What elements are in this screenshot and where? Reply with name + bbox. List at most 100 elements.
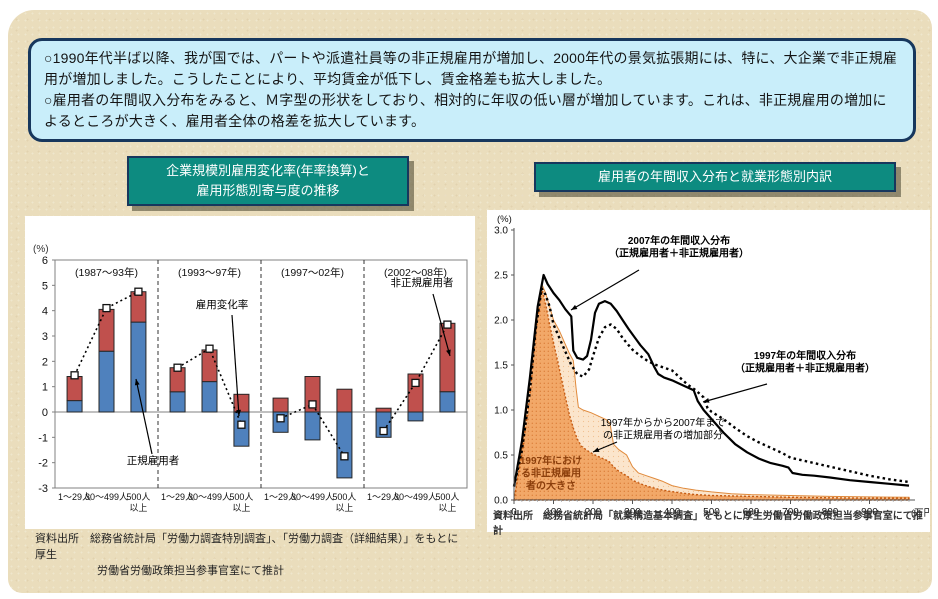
- svg-text:500人: 500人: [229, 492, 253, 502]
- left-chart-title-line1: 企業規模別雇用変化率(年率換算)と: [166, 163, 370, 178]
- svg-text:30～499人: 30～499人: [291, 492, 334, 502]
- svg-text:1997年におけ: 1997年におけ: [520, 454, 582, 467]
- svg-text:2: 2: [42, 356, 48, 368]
- bar-regular: [98, 350, 115, 413]
- svg-text:2.5: 2.5: [494, 271, 508, 282]
- svg-text:の非正規雇用者の増加部分: の非正規雇用者の増加部分: [603, 429, 723, 442]
- bar-regular: [336, 411, 353, 479]
- bar-regular: [439, 391, 456, 413]
- svg-text:2.0: 2.0: [494, 316, 508, 327]
- svg-text:600: 600: [743, 507, 760, 518]
- svg-text:1～29人: 1～29人: [161, 492, 194, 502]
- bar-non-regular: [130, 291, 147, 323]
- intro-paragraph-2: ○雇用者の年間収入分布をみると、Ｍ字型の形状をしており、相対的に年収の低い層が増…: [44, 92, 887, 129]
- right-chart-title: 雇用者の年間収入分布と就業形態別内訳: [534, 162, 896, 193]
- bar-non-regular: [233, 393, 250, 413]
- rate-marker: [102, 303, 111, 313]
- left-chart-title-line2: 雇用形態別寄与度の推移: [196, 183, 340, 199]
- svg-text:(%): (%): [497, 214, 512, 225]
- right-chart-title-text: 雇用者の年間収入分布と就業形態別内訳: [597, 169, 832, 184]
- intro-paragraph-1: ○1990年代半ば以降、我が国では、パートや派遣社員等の非正規雇用が増加し、20…: [44, 50, 898, 87]
- svg-text:100: 100: [545, 507, 562, 518]
- bar-regular: [66, 400, 83, 413]
- svg-text:0.5: 0.5: [494, 451, 508, 462]
- left-chart-svg: 6543210-1-2-3(%)(1987～93年)1～29人30～499人50…: [33, 244, 468, 513]
- svg-text:(1987～93年): (1987～93年): [75, 266, 138, 279]
- line-2007-distribution: [512, 273, 910, 487]
- left-chart-title: 企業規模別雇用変化率(年率換算)と 雇用形態別寄与度の推移: [127, 156, 409, 207]
- left-chart-source-line2: 労働省労働政策担当参事官室にて推計: [97, 564, 284, 577]
- rate-marker: [237, 420, 246, 429]
- rate-marker: [340, 452, 349, 461]
- svg-text:900: 900: [861, 507, 878, 518]
- svg-text:0.0: 0.0: [494, 496, 508, 507]
- svg-text:（正規雇用者＋非正規雇用者）: （正規雇用者＋非正規雇用者）: [609, 247, 749, 260]
- svg-text:1: 1: [42, 382, 48, 394]
- svg-text:300: 300: [624, 507, 641, 518]
- svg-text:1～29人: 1～29人: [367, 492, 400, 502]
- svg-text:400: 400: [664, 507, 681, 518]
- right-chart-svg: 0 100 200 300 400 500 600 700 800 900 (万円) 0.0 0.5 1.…: [494, 214, 936, 519]
- right-chart: 0 100 200 300 400 500 600 700 800 900 (万円) 0.0 0.5 1.…: [487, 210, 936, 527]
- bar-regular: [169, 391, 186, 413]
- svg-text:(1997～02年): (1997～02年): [281, 266, 344, 279]
- svg-text:5: 5: [42, 280, 48, 292]
- svg-text:1～29人: 1～29人: [58, 492, 91, 502]
- svg-text:(万円): (万円): [911, 508, 929, 519]
- svg-text:4: 4: [42, 306, 48, 318]
- svg-text:3.0: 3.0: [494, 226, 508, 237]
- svg-text:1997年の年間収入分布: 1997年の年間収入分布: [754, 349, 856, 362]
- rate-marker: [443, 320, 452, 329]
- rate-marker: [276, 414, 285, 423]
- svg-text:（正規雇用者＋非正規雇用者）: （正規雇用者＋非正規雇用者）: [735, 362, 875, 375]
- rate-marker: [70, 371, 79, 380]
- svg-text:30～499人: 30～499人: [188, 492, 231, 502]
- bar-regular: [201, 381, 218, 413]
- bar-non-regular: [375, 407, 392, 413]
- svg-text:る非正規雇用: る非正規雇用: [521, 467, 581, 480]
- svg-text:雇用変化率: 雇用変化率: [196, 298, 249, 311]
- svg-text:3: 3: [42, 331, 48, 343]
- bar-regular: [130, 321, 147, 413]
- svg-text:1997年からから2007年まで: 1997年からから2007年まで: [601, 416, 726, 429]
- left-chart-source-line1: 資料出所 総務省統計局「労働力調査特別調査」、「労働力調査（詳細結果）」をもとに…: [35, 533, 459, 561]
- bar-non-regular: [272, 397, 289, 413]
- left-chart: 6 5 4 3 2 1 0 -1 -2 -3 (%) (1987～93年) 1～29人 30～499人 50…: [25, 216, 475, 533]
- line-1997-distribution: [512, 287, 910, 487]
- rate-marker: [308, 400, 317, 409]
- svg-text:0: 0: [42, 407, 48, 419]
- svg-text:1.0: 1.0: [494, 406, 508, 417]
- area-non-regular-1997: [513, 288, 910, 501]
- svg-text:非正規雇用者: 非正規雇用者: [391, 276, 454, 289]
- svg-text:以上: 以上: [335, 503, 353, 513]
- rate-marker: [173, 363, 182, 372]
- svg-text:正規雇用者: 正規雇用者: [127, 454, 180, 467]
- svg-text:-2: -2: [38, 458, 48, 470]
- svg-text:(%): (%): [33, 244, 49, 255]
- bar-regular: [407, 411, 424, 422]
- svg-text:-1: -1: [38, 432, 48, 444]
- svg-text:700: 700: [782, 507, 799, 518]
- rate-marker: [379, 426, 388, 436]
- svg-text:以上: 以上: [438, 503, 456, 513]
- svg-text:500人: 500人: [126, 492, 150, 502]
- right-chart-panel: 0 100 200 300 400 500 600 700 800 900 (万円) 0.0 0.5 1.…: [487, 210, 936, 537]
- svg-text:500人: 500人: [332, 492, 356, 502]
- svg-text:1.5: 1.5: [494, 361, 508, 372]
- svg-text:以上: 以上: [232, 503, 250, 513]
- svg-text:(1993～97年): (1993～97年): [178, 266, 241, 279]
- svg-text:0: 0: [511, 507, 517, 518]
- bar-regular: [233, 411, 250, 447]
- svg-text:1～29人: 1～29人: [264, 492, 297, 502]
- svg-text:500人: 500人: [435, 492, 459, 502]
- bar-regular: [304, 411, 321, 441]
- svg-text:800: 800: [822, 507, 839, 518]
- svg-text:6: 6: [42, 255, 48, 267]
- svg-text:200: 200: [585, 507, 602, 518]
- bar-non-regular: [439, 322, 456, 393]
- svg-text:30～499人: 30～499人: [85, 492, 128, 502]
- bar-non-regular: [66, 376, 83, 402]
- left-chart-panel: 6 5 4 3 2 1 0 -1 -2 -3 (%) (1987～93年) 1～29人 30～499人 50…: [25, 216, 475, 529]
- rate-marker: [205, 344, 214, 353]
